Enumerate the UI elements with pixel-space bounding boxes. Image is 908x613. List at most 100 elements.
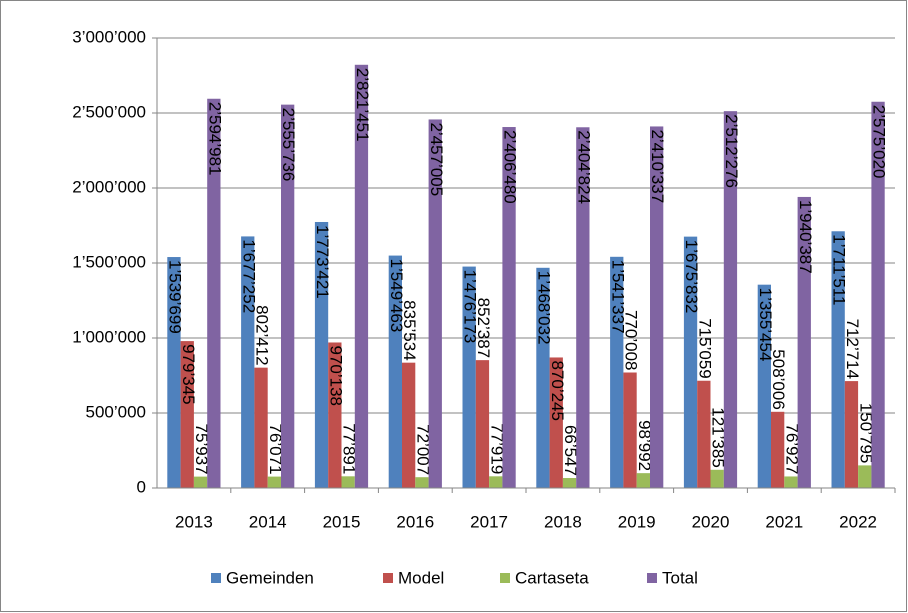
data-label: 66’547	[561, 425, 580, 476]
bar	[784, 476, 798, 488]
legend-label: Total	[662, 568, 698, 587]
bar	[757, 284, 771, 488]
data-label: 802’412	[253, 305, 272, 366]
legend-swatch	[647, 573, 657, 583]
data-label: 2’555’736	[279, 108, 298, 182]
legend-swatch	[211, 573, 221, 583]
y-tick-label: 1’000’000	[72, 327, 146, 346]
legend-swatch	[500, 573, 510, 583]
x-tick-label: 2022	[839, 512, 877, 531]
bar	[831, 231, 845, 488]
y-tick-label: 500’000	[85, 402, 146, 421]
data-label: 1’541’337	[608, 260, 627, 334]
data-label: 835’534	[400, 300, 419, 361]
bar	[871, 101, 885, 488]
bar	[623, 372, 637, 488]
bar	[858, 465, 872, 488]
data-label: 2’404’824	[574, 130, 593, 204]
bar	[462, 266, 476, 488]
data-label: 76’071	[266, 424, 285, 475]
y-tick-label: 2’000’000	[72, 177, 146, 196]
bar	[771, 411, 785, 488]
data-label: 508’006	[769, 349, 788, 410]
data-label: 150’795	[856, 403, 875, 464]
data-label: 2’594’981	[205, 102, 224, 176]
data-label: 2’575’020	[870, 105, 889, 179]
x-tick-label: 2020	[692, 512, 730, 531]
x-tick-label: 2018	[544, 512, 582, 531]
y-tick-label: 1’500’000	[72, 252, 146, 271]
data-label: 1’539’699	[165, 260, 184, 334]
x-tick-label: 2015	[323, 512, 361, 531]
x-tick-label: 2014	[249, 512, 287, 531]
y-tick-label: 2’500’000	[72, 102, 146, 121]
data-label: 98’992	[635, 420, 654, 471]
bar	[475, 360, 490, 488]
bar	[388, 255, 402, 488]
y-tick-label: 3’000’000	[72, 27, 146, 46]
data-label: 1’675’832	[682, 240, 701, 314]
bar	[502, 127, 516, 488]
data-label: 1’355’454	[756, 288, 775, 362]
bar	[281, 104, 295, 489]
bar	[549, 357, 563, 488]
bar	[536, 267, 550, 488]
data-label: 72’007	[413, 424, 432, 475]
data-label: 852’387	[474, 298, 493, 359]
x-tick-label: 2013	[175, 512, 213, 531]
data-label: 1’476’173	[461, 270, 480, 344]
data-label: 979’345	[179, 344, 198, 405]
bar	[254, 367, 268, 488]
data-label: 970’138	[326, 345, 345, 406]
bar	[650, 126, 664, 488]
data-label: 1’677’252	[239, 239, 258, 313]
data-label: 2’406’480	[501, 130, 520, 204]
data-label: 77’891	[340, 423, 359, 474]
bar	[562, 478, 577, 488]
bar	[328, 342, 342, 488]
bar	[402, 362, 416, 488]
x-tick-label: 2021	[765, 512, 803, 531]
data-label: 121’385	[709, 407, 728, 468]
data-label: 1’773’421	[313, 225, 332, 299]
bar	[167, 257, 181, 488]
x-tick-label: 2016	[396, 512, 434, 531]
data-label: 1’468’032	[534, 271, 553, 345]
bar	[341, 476, 355, 488]
bar	[683, 236, 698, 488]
legend-label: Cartaseta	[515, 568, 589, 587]
bar	[636, 473, 650, 488]
bar	[723, 111, 738, 488]
bar	[314, 221, 329, 488]
legend-swatch	[383, 573, 393, 583]
bar	[241, 236, 255, 488]
bar	[610, 256, 624, 488]
bar	[710, 469, 724, 488]
bar	[415, 477, 429, 488]
y-tick-label: 0	[137, 477, 146, 496]
x-tick-label: 2019	[618, 512, 656, 531]
bar	[180, 341, 194, 488]
bar	[489, 476, 503, 488]
data-label: 1’940’387	[796, 200, 815, 274]
bar	[267, 476, 281, 488]
data-label: 1’549’463	[387, 259, 406, 333]
legend-label: Model	[398, 568, 444, 587]
x-tick-label: 2017	[470, 512, 508, 531]
legend-label: Gemeinden	[226, 568, 314, 587]
bar	[207, 98, 221, 488]
data-label: 870’245	[548, 360, 567, 421]
data-label: 2’457’005	[427, 122, 446, 196]
bar	[576, 127, 590, 488]
data-label: 770’008	[622, 310, 641, 371]
bar	[844, 381, 859, 488]
data-label: 76’927	[782, 423, 801, 474]
data-label: 75’937	[192, 424, 211, 475]
data-label: 77’919	[487, 423, 506, 474]
bar	[797, 196, 811, 488]
data-label: 715’059	[695, 318, 714, 379]
data-label: 712’714	[843, 319, 862, 380]
data-label: 1’711’511	[830, 234, 849, 305]
data-label: 2’410’337	[648, 129, 667, 203]
